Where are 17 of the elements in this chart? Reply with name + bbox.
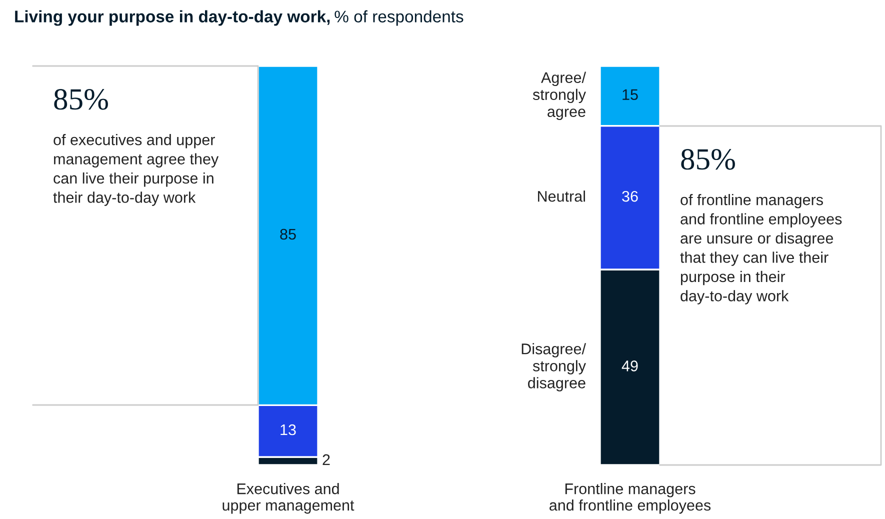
data-label: 36 <box>622 190 638 202</box>
series-label: Disagree/ strongly disagree <box>522 343 586 392</box>
annotation: of executives and upper management agree they can live their purpose in their day-to-day work <box>53 134 219 206</box>
series-label: Neutral <box>538 190 585 202</box>
data-label: 15 <box>622 89 638 100</box>
chart-subtitle: % of respondents <box>334 10 464 26</box>
data-label: 13 <box>280 424 296 436</box>
annotation: of frontline managers and frontline employees are unsure or disagree that they can live their purpose in their day-to-day work <box>680 194 842 304</box>
chart-title: Living your purpose in day-to-day work, <box>15 10 330 26</box>
data-label: 2 <box>322 454 330 465</box>
x-tick-label: Frontline managers and frontline employees <box>550 483 711 514</box>
text: 85% <box>54 89 108 110</box>
annotation: 85% <box>681 149 735 170</box>
series-label: Agree/ strongly agree <box>532 72 586 120</box>
x-tick-label: Executives and upper management <box>222 483 354 514</box>
data-label: 49 <box>622 360 638 372</box>
data-label: 85 <box>280 228 296 240</box>
